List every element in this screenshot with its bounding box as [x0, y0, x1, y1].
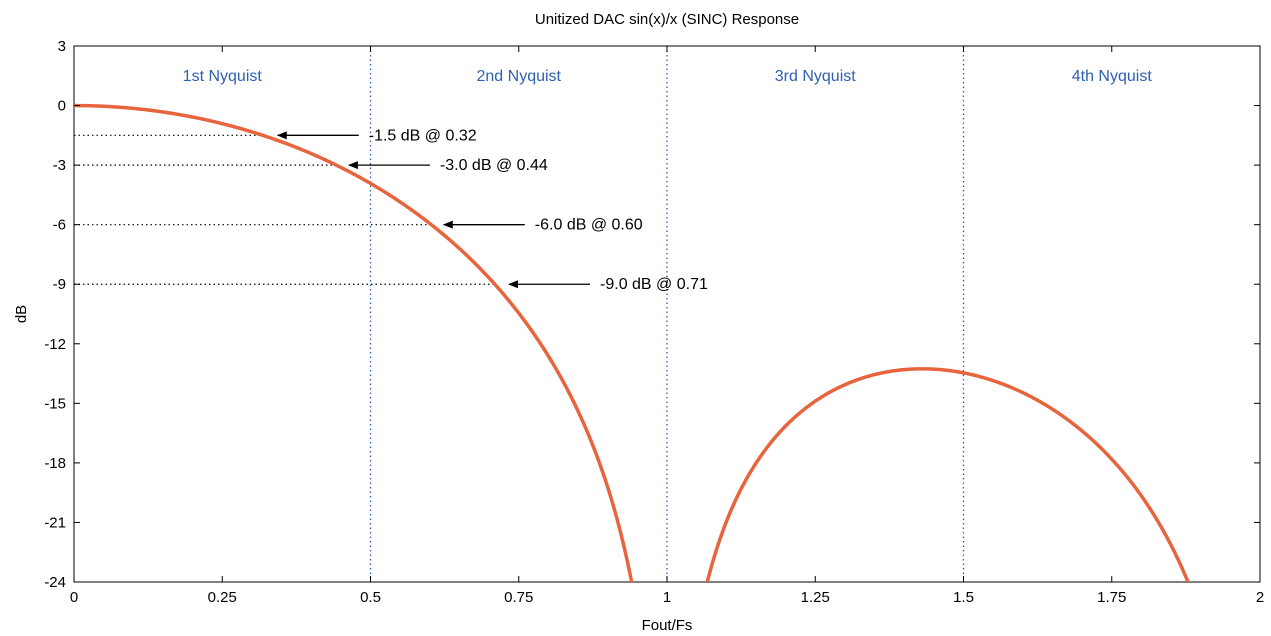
nyquist-boundaries [369, 46, 965, 582]
y-tick-label: -18 [44, 455, 66, 472]
x-tick-label: 1.5 [953, 589, 974, 606]
x-tick-label: 0 [70, 589, 78, 606]
annotation-arrows [276, 131, 591, 289]
x-axis-ticks: 0 0.25 0.5 0.75 1 1.25 1.5 1.75 2 [70, 46, 1264, 606]
y-axis-ticks: 3 0 -3 -6 -9 -12 -15 -18 -21 -24 [44, 38, 1260, 591]
y-tick-label: -12 [44, 336, 66, 353]
annotation-label: -6.0 dB @ 0.60 [535, 217, 643, 234]
y-tick-label: -24 [44, 574, 66, 591]
annotation-label: -1.5 dB @ 0.32 [369, 127, 477, 144]
x-tick-label: 0.5 [360, 589, 381, 606]
annotation-label: -9.0 dB @ 0.71 [600, 276, 708, 293]
x-tick-label: 1.25 [801, 589, 830, 606]
annotation-label: -3.0 dB @ 0.44 [440, 157, 548, 174]
y-tick-label: -9 [53, 276, 66, 293]
nyquist-zone-label: 2nd Nyquist [477, 68, 562, 85]
nyquist-zone-label: 4th Nyquist [1072, 68, 1153, 85]
nyquist-zone-label: 3rd Nyquist [775, 68, 856, 85]
x-tick-label: 1 [663, 589, 671, 606]
sinc-series-line [74, 103, 1190, 582]
y-tick-label: -6 [53, 217, 66, 234]
nyquist-zone-label: 1st Nyquist [183, 68, 263, 85]
x-axis-label: Fout/Fs [642, 617, 693, 634]
chart-title: Unitized DAC sin(x)/x (SINC) Response [535, 11, 799, 28]
x-tick-label: 2 [1256, 589, 1264, 606]
annotation-guides [74, 134, 496, 285]
nyquist-zone-labels: 1st Nyquist 2nd Nyquist 3rd Nyquist 4th Nyq… [183, 68, 1153, 85]
x-tick-label: 0.75 [504, 589, 533, 606]
annotation-labels: -1.5 dB @ 0.32 -3.0 dB @ 0.44 -6.0 dB @ 0.… [369, 127, 708, 293]
y-tick-label: 3 [58, 38, 66, 55]
x-tick-label: 0.25 [208, 589, 237, 606]
x-tick-label: 1.75 [1097, 589, 1126, 606]
y-axis-label: dB [13, 305, 30, 323]
y-tick-label: -3 [53, 157, 66, 174]
y-tick-label: -21 [44, 514, 66, 531]
y-tick-label: -15 [44, 395, 66, 412]
y-tick-label: 0 [58, 98, 66, 115]
